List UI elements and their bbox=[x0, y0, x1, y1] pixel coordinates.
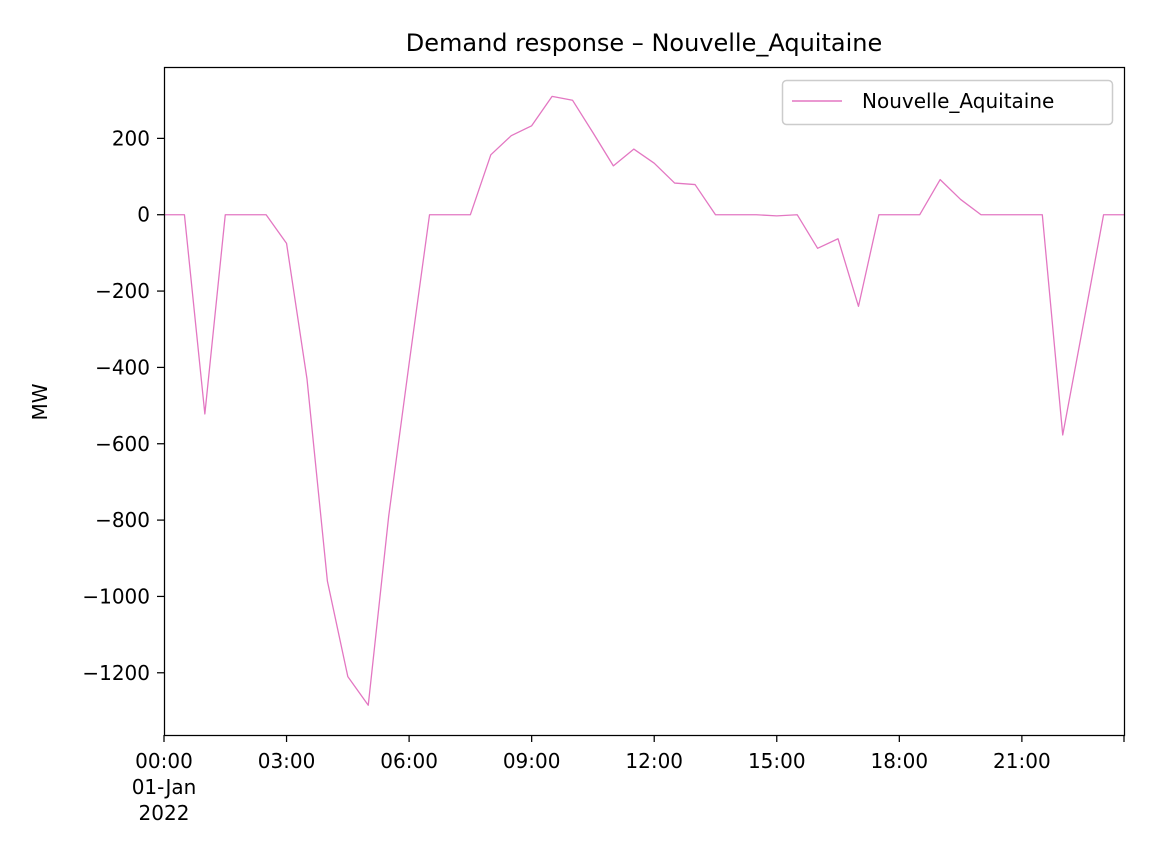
x-tick-label: 12:00 bbox=[625, 749, 683, 773]
x-tick-label: 15:00 bbox=[748, 749, 806, 773]
axes-frame bbox=[163, 66, 1126, 737]
y-tick-label: −600 bbox=[95, 432, 150, 456]
y-tick-label: 200 bbox=[112, 126, 150, 150]
x-tick-label: 09:00 bbox=[503, 749, 561, 773]
plot-area bbox=[164, 95, 1124, 706]
legend: Nouvelle_Aquitaine bbox=[781, 79, 1114, 126]
x-tick-label: 01-Jan bbox=[132, 775, 197, 799]
legend-label: Nouvelle_Aquitaine bbox=[862, 89, 1054, 113]
chart-title: Demand response – Nouvelle_Aquitaine bbox=[406, 29, 882, 57]
legend-box bbox=[781, 79, 1114, 126]
y-tick-label: −200 bbox=[95, 279, 150, 303]
y-tick-label: −400 bbox=[95, 355, 150, 379]
y-tick-label: −800 bbox=[95, 508, 150, 532]
y-tick-label: 0 bbox=[137, 203, 150, 227]
y-tick-label: −1200 bbox=[82, 661, 150, 685]
x-tick-label: 18:00 bbox=[870, 749, 928, 773]
x-tick-label: 03:00 bbox=[258, 749, 316, 773]
x-tick-label: 00:00 bbox=[135, 749, 193, 773]
x-tick-label: 21:00 bbox=[993, 749, 1051, 773]
y-axis: 200 0 −200 −400 −600 −800 −1000 −1200 bbox=[82, 126, 164, 685]
x-tick-label: 2022 bbox=[139, 801, 190, 825]
x-tick-label: 06:00 bbox=[380, 749, 438, 773]
y-axis-label: MW bbox=[28, 383, 52, 420]
y-tick-label: −1000 bbox=[82, 584, 150, 608]
series-line-nouvelle-aquitaine bbox=[164, 95, 1124, 706]
